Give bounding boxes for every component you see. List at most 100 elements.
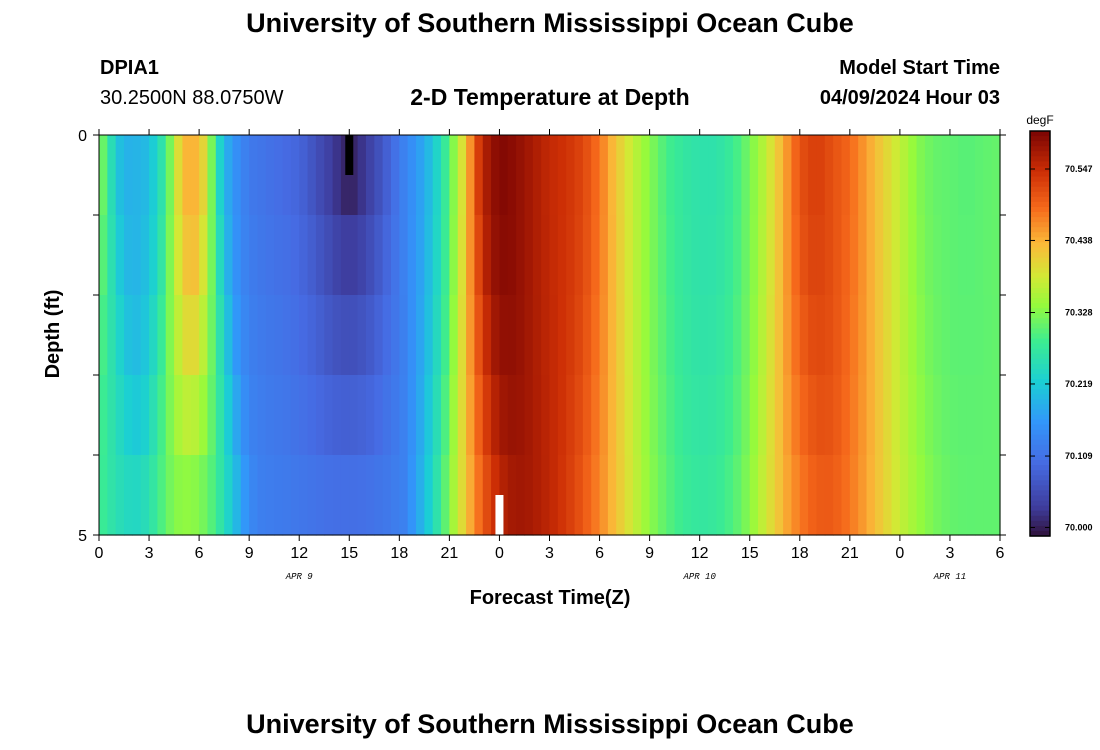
colorbar-label: 70.109 <box>1065 451 1093 461</box>
colorbar: 70.547 70.438 70.328 70.219 70.109 70.000 <box>1029 130 1093 537</box>
heatmap-cell <box>190 375 200 456</box>
heatmap-cell <box>758 135 767 216</box>
heatmap-cell <box>691 375 701 456</box>
heatmap-cell <box>858 455 868 536</box>
heatmap-cell <box>974 455 984 536</box>
heatmap-cell <box>607 375 617 456</box>
heatmap-cell <box>874 295 884 376</box>
heatmap-cell <box>841 135 851 216</box>
model-start-value: 04/09/2024 Hour 03 <box>819 87 1000 109</box>
heatmap-cell <box>883 455 893 536</box>
heatmap-cell <box>424 295 434 376</box>
heatmap-cell <box>808 135 818 216</box>
colorbar-swatch <box>1030 439 1050 446</box>
heatmap-cell <box>849 215 859 296</box>
heatmap-cell <box>549 375 559 456</box>
colorbar-swatch <box>1030 480 1050 486</box>
heatmap-cell <box>132 455 142 536</box>
heatmap-cell <box>841 455 851 536</box>
heatmap-cell <box>240 455 250 536</box>
heatmap-cell <box>682 135 692 216</box>
heatmap-cell <box>124 215 133 296</box>
heatmap-cell <box>524 215 534 296</box>
heatmap-cell <box>390 295 400 376</box>
heatmap-cell <box>541 215 551 296</box>
heatmap-cell <box>841 375 851 456</box>
heatmap-cell <box>791 295 801 376</box>
heatmap-cell <box>349 375 359 456</box>
heatmap-cell <box>574 375 584 456</box>
heatmap-cell <box>874 375 884 456</box>
heatmap-cell <box>941 295 951 376</box>
heatmap-cell <box>883 135 893 216</box>
heatmap-cell <box>883 215 893 296</box>
footer-title: University of Southern Mississippi Ocean… <box>246 709 854 739</box>
heatmap-cell <box>307 295 317 376</box>
heatmap-cell <box>374 215 384 296</box>
heatmap-cell <box>149 455 158 536</box>
heatmap-cell <box>616 455 626 536</box>
heatmap-cell <box>182 455 192 536</box>
heatmap-cell <box>691 295 701 376</box>
heatmap-cell <box>224 135 234 216</box>
heatmap-cell <box>582 375 592 456</box>
heatmap-cell <box>933 455 943 536</box>
heatmap-cell <box>516 135 526 216</box>
heatmap-cell <box>174 135 184 216</box>
heatmap-cell <box>232 375 242 456</box>
colorbar-swatch <box>1030 303 1050 309</box>
colorbar-swatch <box>1030 348 1050 355</box>
heatmap-cell <box>107 215 117 296</box>
heatmap-cell <box>215 295 225 376</box>
heatmap-cell <box>424 455 434 536</box>
page-title: University of Southern Mississippi Ocean… <box>246 8 854 38</box>
heatmap-cell <box>199 295 209 376</box>
heatmap-cell <box>657 135 667 216</box>
heatmap-cell <box>174 215 184 296</box>
heatmap-cell <box>165 375 175 456</box>
heatmap-cell <box>332 455 342 536</box>
heatmap-cell <box>891 135 901 216</box>
heatmap-cell <box>466 215 476 296</box>
heatmap-cell <box>532 215 542 296</box>
heatmap-cell <box>132 295 142 376</box>
heatmap-cell <box>599 135 609 216</box>
x-tick-label: 3 <box>545 545 554 562</box>
heatmap-cell <box>441 455 450 536</box>
heatmap-cell <box>691 455 701 536</box>
heatmap-cell <box>407 375 417 456</box>
heatmap-cell <box>407 455 417 536</box>
heatmap-cell <box>933 295 943 376</box>
heatmap-cell <box>365 215 375 296</box>
heatmap-cell <box>140 455 150 536</box>
colorbar-swatch <box>1030 247 1050 254</box>
colorbar-swatch <box>1030 131 1050 137</box>
heatmap-cell <box>324 215 334 296</box>
heatmap-cell <box>190 295 200 376</box>
colorbar-swatch <box>1030 136 1050 142</box>
colorbar-swatch <box>1030 409 1050 416</box>
colorbar-swatch <box>1030 237 1050 243</box>
heatmap-cell <box>741 135 751 216</box>
colorbar-swatch <box>1030 379 1050 385</box>
heatmap-cell <box>899 215 909 296</box>
colorbar-swatch <box>1030 429 1050 436</box>
heatmap-cell <box>791 375 801 456</box>
colorbar-swatch <box>1030 368 1050 375</box>
x-tick-label: 18 <box>390 545 408 562</box>
heatmap-cell <box>232 135 242 216</box>
heatmap-cell <box>207 295 217 376</box>
colorbar-swatch <box>1030 181 1050 188</box>
heatmap-cell <box>332 375 342 456</box>
heatmap-cell <box>949 215 959 296</box>
y-axis: 05 <box>78 128 1006 545</box>
heatmap-cell <box>149 295 158 376</box>
heatmap-cell <box>416 455 425 536</box>
heatmap-cell <box>274 135 284 216</box>
colorbar-swatch <box>1030 470 1050 476</box>
heatmap-cell <box>507 455 517 536</box>
heatmap-cell <box>416 375 425 456</box>
heatmap-cell <box>174 375 184 456</box>
heatmap-cell <box>991 135 1001 216</box>
heatmap-cell <box>424 215 434 296</box>
